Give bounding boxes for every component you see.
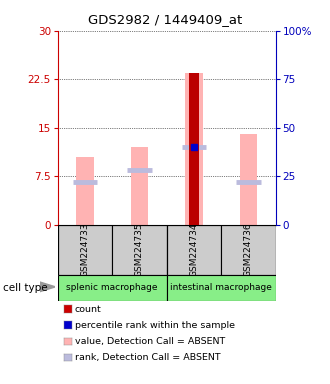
Bar — [112, 225, 167, 275]
Text: cell type: cell type — [3, 283, 48, 293]
Polygon shape — [40, 282, 55, 292]
Text: GSM224734: GSM224734 — [189, 222, 198, 277]
Bar — [167, 275, 276, 301]
Text: GSM224735: GSM224735 — [135, 222, 144, 277]
Bar — [185, 73, 203, 225]
Text: GDS2982 / 1449409_at: GDS2982 / 1449409_at — [88, 13, 242, 26]
Bar — [189, 73, 199, 225]
Text: splenic macrophage: splenic macrophage — [66, 283, 158, 293]
Text: count: count — [75, 305, 102, 314]
Text: GSM224736: GSM224736 — [244, 222, 253, 277]
Text: intestinal macrophage: intestinal macrophage — [170, 283, 272, 293]
Bar — [221, 225, 276, 275]
Bar — [76, 157, 94, 225]
Text: rank, Detection Call = ABSENT: rank, Detection Call = ABSENT — [75, 353, 220, 362]
Text: value, Detection Call = ABSENT: value, Detection Call = ABSENT — [75, 337, 225, 346]
Bar — [58, 275, 167, 301]
Bar — [240, 134, 257, 225]
Bar — [58, 225, 112, 275]
Bar — [167, 225, 221, 275]
Text: percentile rank within the sample: percentile rank within the sample — [75, 321, 235, 330]
Bar — [131, 147, 148, 225]
Text: GSM224733: GSM224733 — [81, 222, 89, 277]
